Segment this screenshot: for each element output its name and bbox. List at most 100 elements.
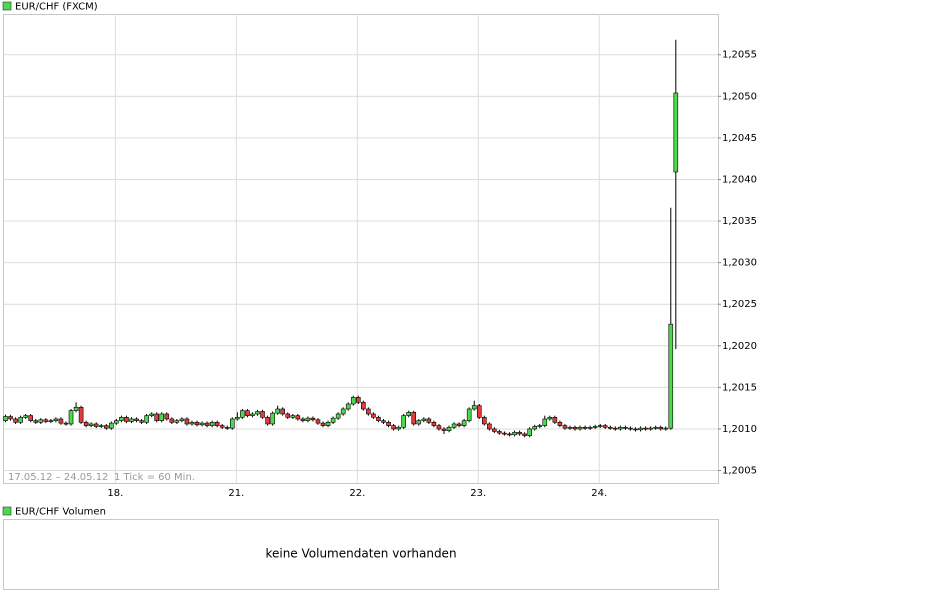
candle-body [83,421,89,426]
candle-body [441,428,447,431]
candle-body [3,416,8,421]
candle-body [260,411,265,418]
candle-body [184,418,190,425]
candle-body [643,427,648,430]
candle-body [502,432,507,435]
candle-body [481,417,487,425]
candle-body [547,417,553,420]
candle-body [623,426,628,429]
candle-body [592,426,598,428]
candle-body [396,426,401,430]
candle-body [204,422,210,426]
candle-body [270,412,275,425]
x-tick-label: 21. [228,488,244,499]
x-tick-label: 23. [470,488,486,499]
candle-body [426,418,432,423]
candle-body [164,413,170,420]
candle-body [361,402,366,410]
candle-body [416,420,422,425]
legend-label: EUR/CHF (FXCM) [15,2,98,13]
candle-body [230,418,235,429]
candle-body [43,419,49,422]
candle-body [33,420,39,423]
candle-body [376,417,381,421]
candle-body [497,431,502,434]
candle-body [663,427,669,430]
candle-body [194,421,200,426]
candle-body [275,408,280,414]
legend-swatch [2,1,12,11]
candle-body [179,418,185,421]
y-tick-label: 1,2040 [722,174,757,185]
candle-body [456,423,462,426]
candle-body [532,426,538,430]
y-tick-label: 1,2015 [722,382,757,393]
candle-body [673,92,679,173]
candle-body [613,427,618,430]
candle-body [209,421,215,426]
candle-body [114,420,119,424]
candle-body [628,427,633,430]
candle-body [240,410,245,418]
candle-body [471,405,477,410]
legend-swatch [2,506,12,516]
candle-body [104,425,109,429]
candle-body [325,421,331,426]
candle-body [255,411,260,415]
candle-body [446,426,452,431]
x-tick-label: 18. [107,488,123,499]
y-tick-label: 1,2050 [722,91,757,102]
candle-body [476,405,482,418]
candle-body [124,417,129,422]
candle-body [93,423,99,427]
candle-body [421,418,427,421]
candle-body [597,425,603,427]
x-tick-label: 24. [591,488,607,499]
candle-body [366,408,371,415]
candle-body [73,407,79,411]
candle-body [572,426,578,430]
candle-body [386,421,391,426]
candle-body [350,397,356,405]
candle-body [68,410,74,425]
candle-body [602,425,608,428]
candle-body [13,418,18,423]
candle-body [431,421,437,426]
candle-body [522,433,527,436]
candle-body [411,412,417,425]
candle-body [512,431,517,436]
candle-body [144,415,149,423]
candle-body [285,413,291,418]
volume-message: keine Volumendaten vorhanden [265,547,456,561]
y-tick-label: 1,2025 [722,299,757,310]
candle-body [648,427,653,430]
candle-body [48,420,54,422]
candle-body [436,425,442,430]
candle-body [109,422,114,429]
candle-body [88,423,94,426]
candle-body [381,420,386,423]
candle-body [391,425,396,430]
annotation: 1 Tick = 60 Min. [114,472,195,483]
candle-body [98,425,104,427]
candle-body [290,415,296,418]
candle-body [557,421,563,426]
legend-label: EUR/CHF Volumen [15,507,106,518]
candle-body [487,423,492,430]
candle-body [537,425,543,427]
plot-area [3,14,719,484]
candle-body [305,417,311,421]
candle-body [214,421,220,426]
y-tick-label: 1,2005 [722,466,757,477]
candle-body [53,418,59,421]
candle-body [245,410,250,416]
candle-body [401,415,406,428]
candle-body [466,408,472,421]
candle-body [638,427,643,431]
candle-body [406,412,412,416]
candle-body [517,431,522,435]
candle-body [542,418,548,426]
candle-body [567,426,573,429]
candle-body [492,428,497,432]
y-tick-label: 1,2020 [722,341,757,352]
